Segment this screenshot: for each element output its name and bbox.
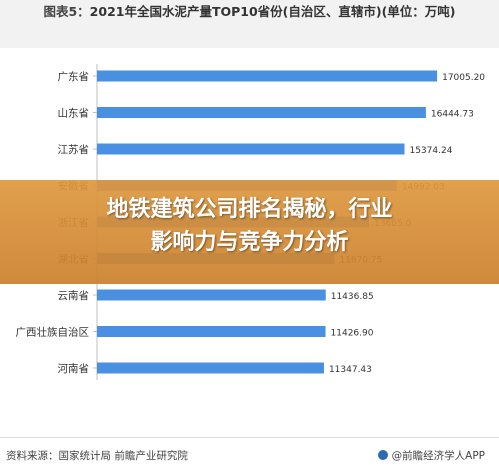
value-label: 11426.90	[331, 329, 374, 339]
headline-line-2: 影响力与竞争力分析	[150, 230, 349, 255]
headline-banner	[0, 180, 499, 284]
value-label: 15374.24	[409, 146, 452, 156]
bar	[97, 70, 438, 82]
value-label: 11436.85	[331, 292, 374, 302]
chart-title-prefix: 图表5：	[43, 4, 90, 19]
value-label: 17005.20	[442, 73, 485, 83]
bar	[97, 107, 426, 118]
headline-line-1: 地铁建筑公司排名揭秘，行业	[106, 197, 393, 222]
brand-text: @前瞻经济学人APP	[391, 450, 485, 462]
bar	[97, 289, 326, 301]
category-label: 广东省	[58, 70, 90, 83]
category-label: 广西壮族自治区	[16, 326, 90, 339]
chart-footer: 资料来源：国家统计局 前瞻产业研究院 @前瞻经济学人APP	[0, 437, 499, 472]
category-label: 河南省	[58, 362, 90, 375]
headline-text: 地铁建筑公司排名揭秘，行业 影响力与竞争力分析	[0, 193, 499, 259]
bar	[97, 326, 326, 337]
bar	[97, 362, 324, 374]
category-label: 山东省	[58, 107, 90, 120]
category-label: 江苏省	[58, 143, 90, 156]
category-label: 云南省	[58, 289, 90, 302]
chart-title-text: 2021年全国水泥产量TOP10省份(自治区、直辖市)(单位：万吨)	[89, 4, 456, 19]
brand-attribution: @前瞻经济学人APP	[377, 448, 485, 463]
chart-title: 图表5：2021年全国水泥产量TOP10省份(自治区、直辖市)(单位：万吨)	[0, 3, 499, 20]
value-label: 11347.43	[329, 365, 372, 375]
value-label: 16444.73	[431, 110, 474, 120]
source-note: 资料来源：国家统计局 前瞻产业研究院	[6, 450, 188, 462]
bar	[97, 143, 405, 155]
brand-logo-icon	[377, 450, 388, 460]
chart-header: 图表5：2021年全国水泥产量TOP10省份(自治区、直辖市)(单位：万吨)	[0, 0, 499, 48]
